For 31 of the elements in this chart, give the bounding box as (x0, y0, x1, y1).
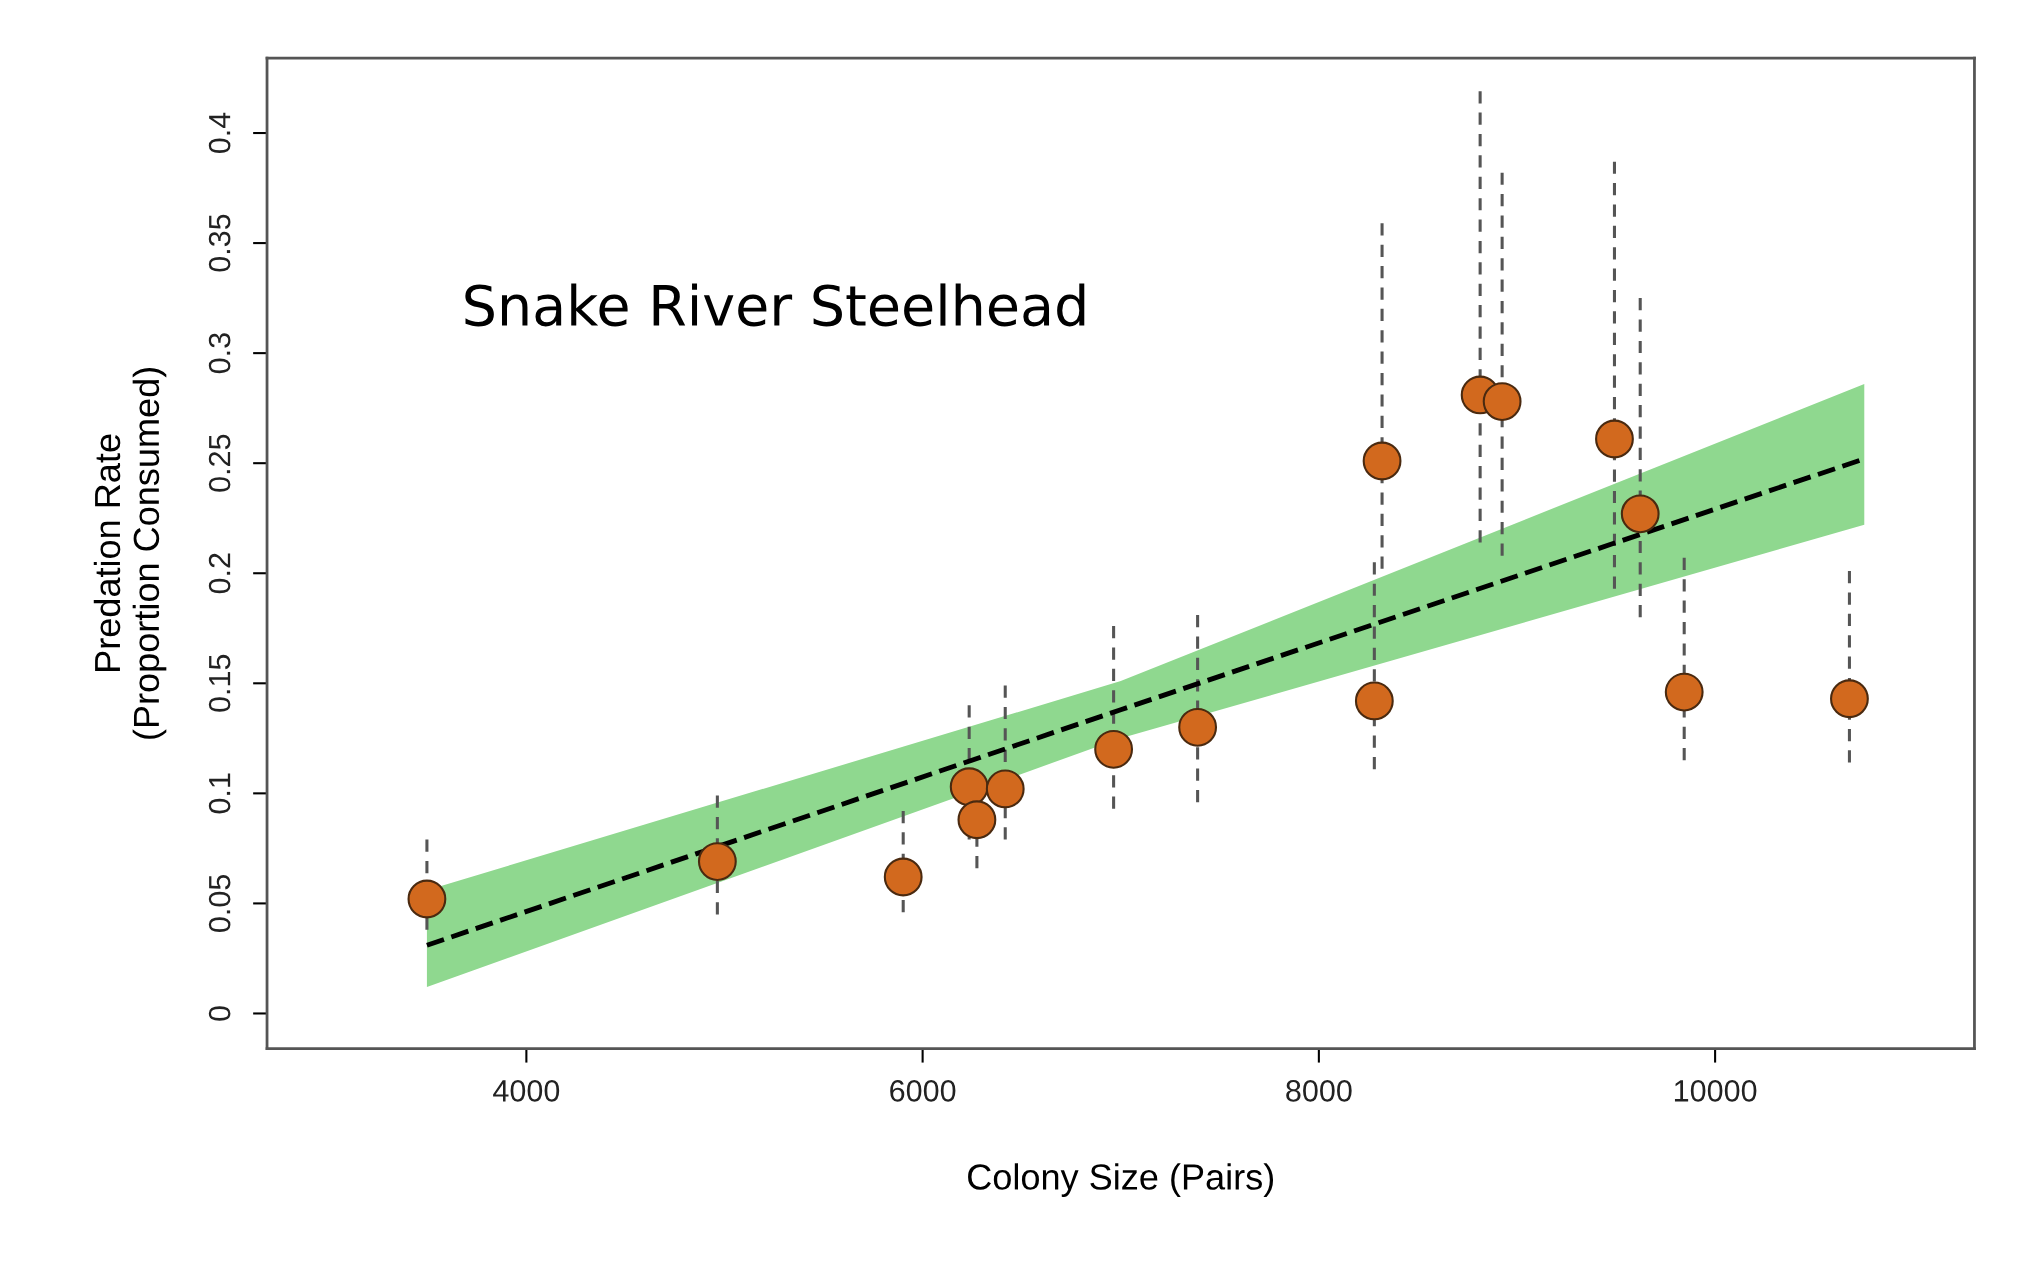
y-tick-label: 0.4 (208, 112, 231, 154)
point (1178, 707, 1218, 747)
point (1354, 681, 1394, 721)
annotation: Snake River Steelhead (465, 283, 1085, 327)
point (1830, 679, 1869, 719)
point (1362, 441, 1402, 481)
point (1094, 729, 1134, 769)
y-tick-label: 0.15 (208, 654, 231, 712)
y-tick-label: 0.35 (208, 214, 231, 272)
y-tick-label: 0 (208, 1006, 231, 1021)
y-tick-label: 0.05 (208, 874, 231, 932)
x-axis-title: Colony Size (Pairs) (968, 1163, 1274, 1197)
point (1482, 382, 1522, 421)
x-tick-label: 6000 (890, 1080, 956, 1102)
y-tick-label: 0.2 (208, 553, 231, 594)
point (1595, 419, 1634, 459)
y-tick-label: 0.3 (208, 333, 231, 374)
x-tick-label: 10000 (1674, 1080, 1757, 1102)
point (957, 800, 997, 840)
point (697, 842, 737, 881)
x-tick-label: 4000 (493, 1080, 560, 1102)
point (1620, 494, 1660, 534)
y-tick-label: 0.25 (208, 434, 231, 492)
y-tick-label: 0.1 (208, 773, 231, 814)
point (985, 769, 1025, 809)
point (407, 879, 447, 919)
x-tick-label: 8000 (1286, 1080, 1352, 1102)
point (883, 857, 923, 897)
point (1664, 672, 1704, 712)
point (949, 767, 989, 807)
y-axis-title: Predation Rate (Proportion Consumed) (93, 368, 167, 739)
